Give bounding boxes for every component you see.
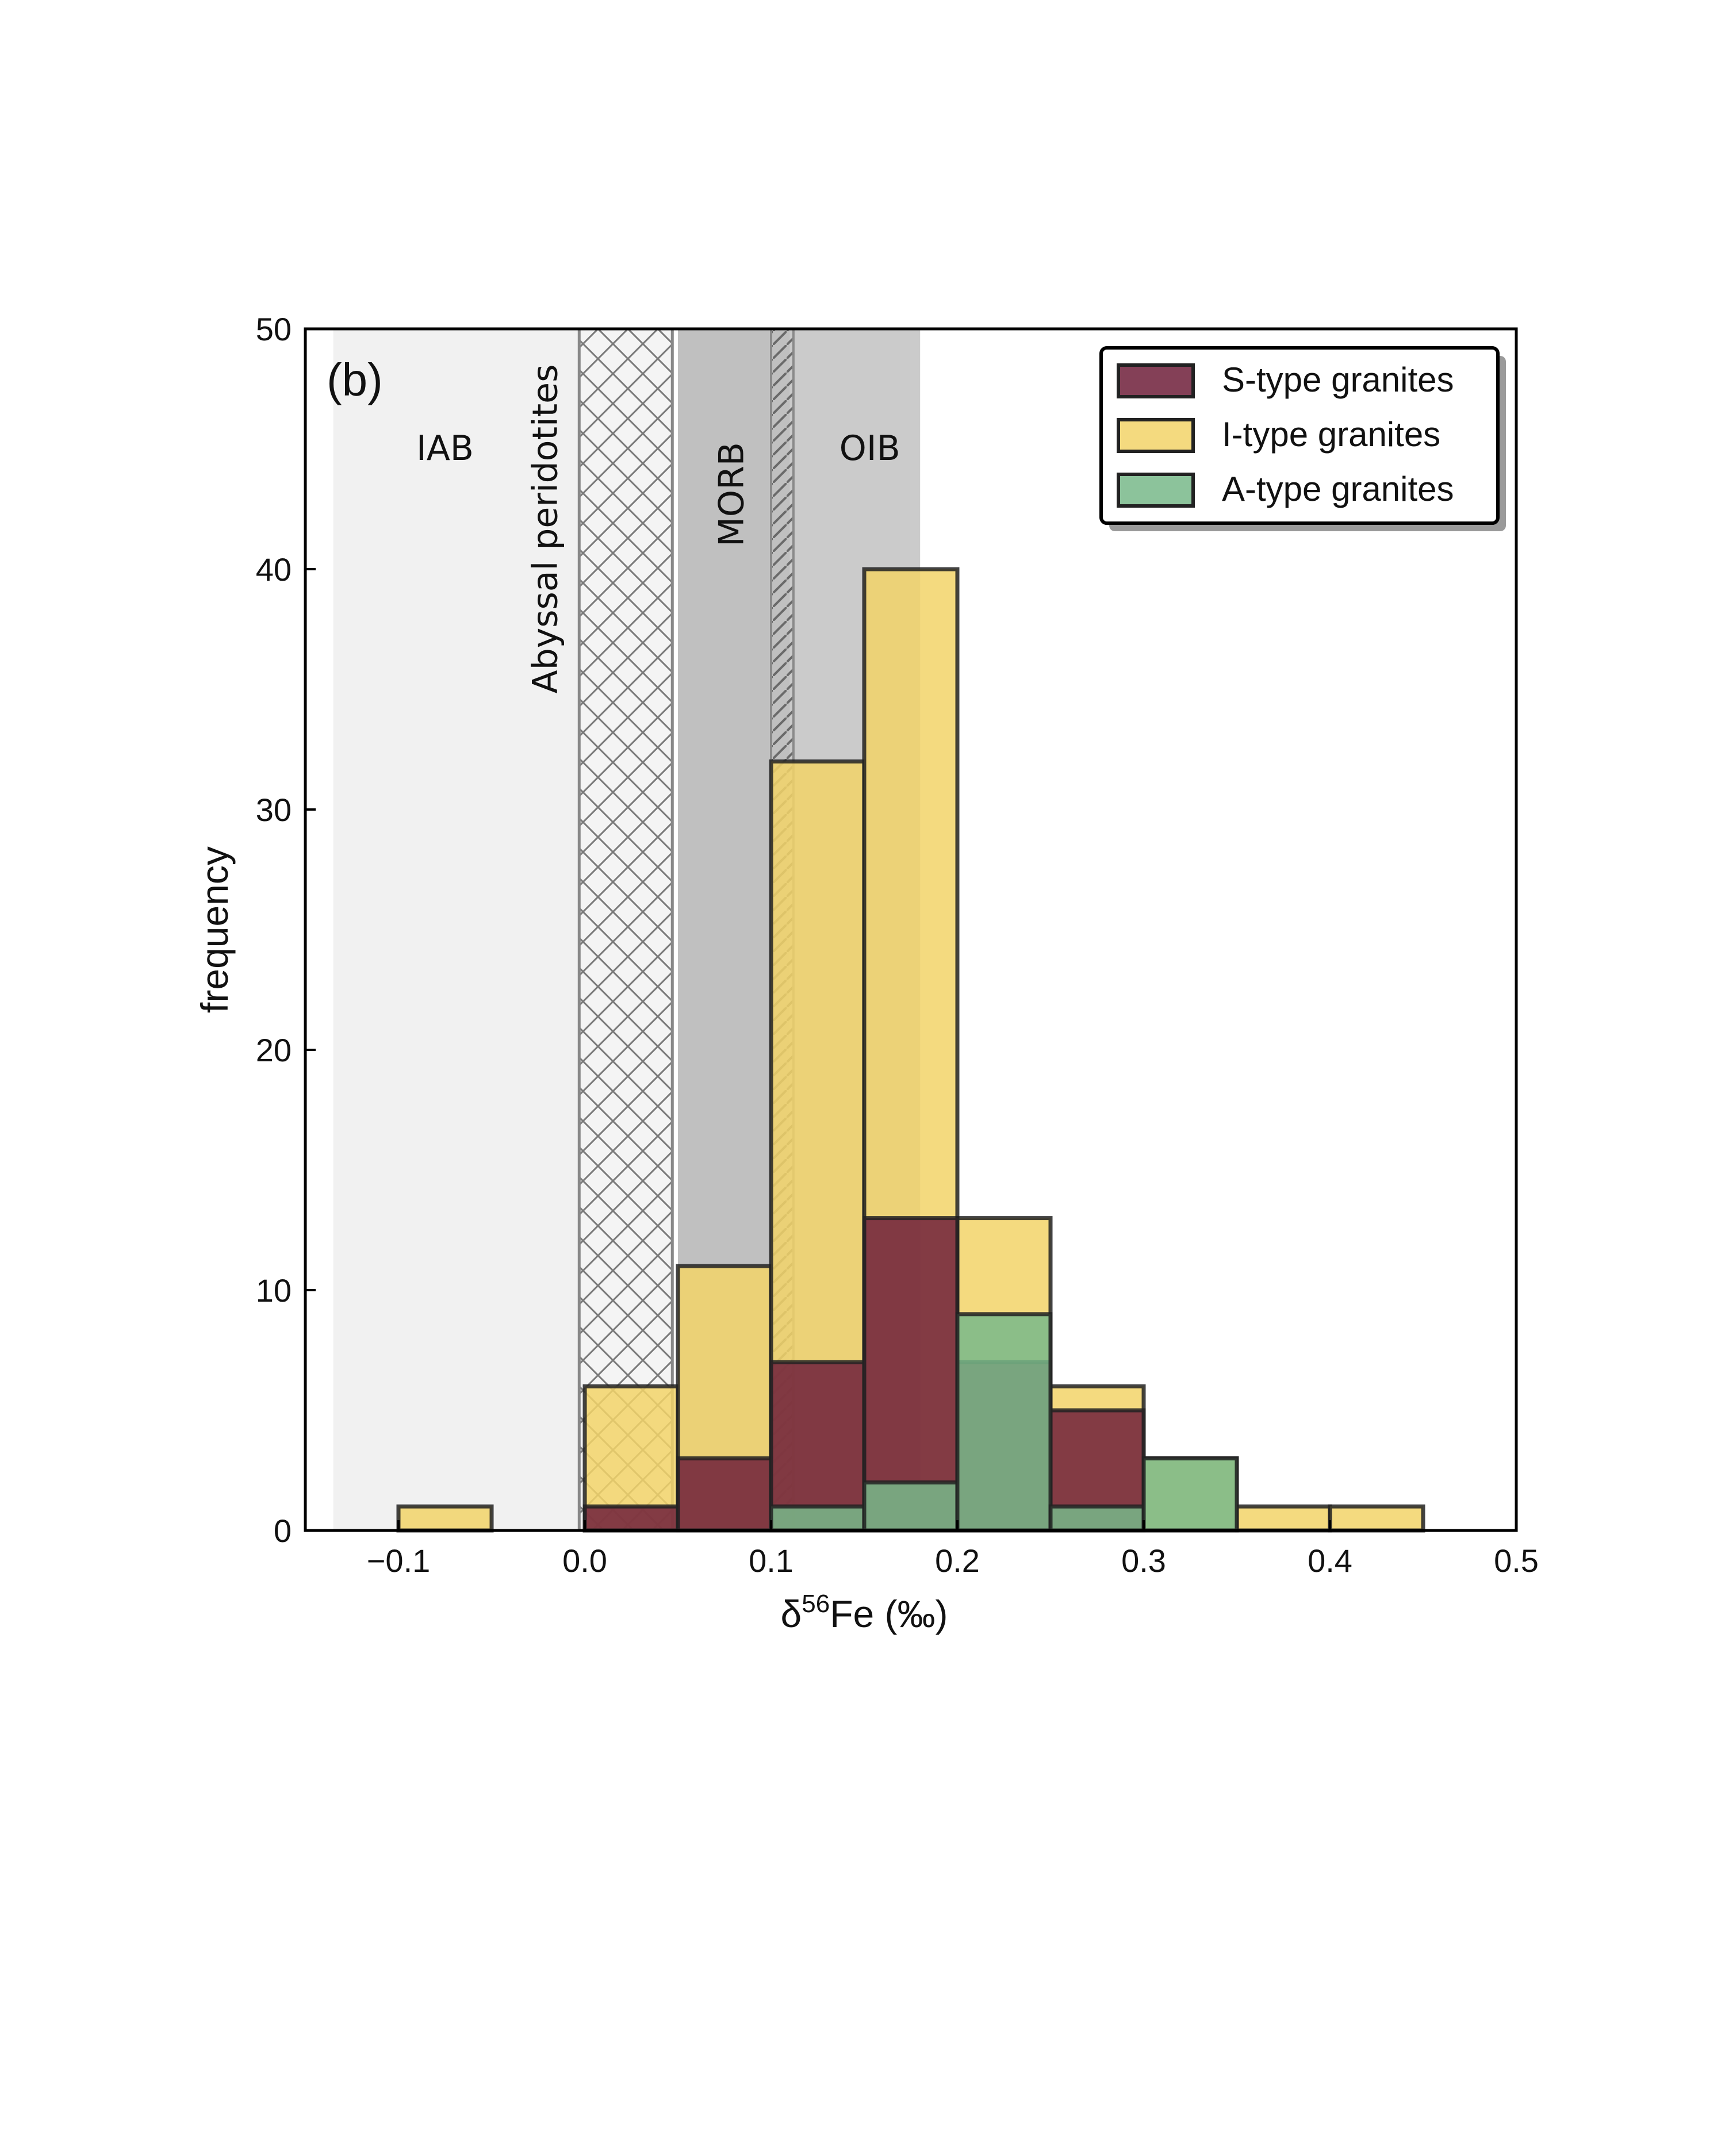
morb-label: MORB [711, 442, 752, 547]
series-a-type-granites [769, 1312, 1239, 1533]
x-tick-label: 0.5 [1494, 1543, 1539, 1579]
bar [396, 1504, 494, 1533]
bar [1048, 1504, 1146, 1533]
oib-label: OIB [839, 428, 900, 469]
y-axis-title: frequency [193, 846, 236, 1013]
legend-box [1099, 346, 1500, 525]
x-tick-label: 0.0 [562, 1543, 607, 1579]
x-tick-label: 0.4 [1308, 1543, 1352, 1579]
iab-label: IAB [416, 428, 474, 469]
bar [582, 1504, 680, 1533]
y-tick-label: 10 [256, 1272, 292, 1309]
histogram-bars [396, 567, 1425, 1533]
abyssal-peridotites-range [577, 329, 674, 1530]
legend-label: A-type granites [1222, 470, 1454, 508]
bar [1328, 1504, 1425, 1533]
legend-label: I-type granites [1222, 415, 1440, 454]
bar [769, 1360, 867, 1533]
x-tick-label: 0.2 [935, 1543, 980, 1579]
bar [676, 1456, 773, 1533]
axis-ticks: −0.1 0.0 0.1 0.2 0.3 0.4 0.5 0 10 20 30 40 50 [256, 311, 1539, 1579]
iab-range [333, 329, 585, 1530]
bar [769, 1504, 867, 1533]
plot-frame [304, 327, 1518, 1532]
legend-swatch [1117, 363, 1195, 398]
panel-label: (b) [327, 354, 383, 405]
x-tick-label: 0.1 [749, 1543, 793, 1579]
bar [955, 1312, 1053, 1533]
bar [862, 1480, 960, 1533]
y-tick-label: 40 [256, 551, 292, 588]
y-tick-label: 50 [256, 311, 292, 347]
bar [1141, 1456, 1239, 1533]
legend-label: S-type granites [1222, 360, 1454, 399]
x-tick-label: 0.3 [1121, 1543, 1166, 1579]
abyssal-peridotites-label: Abyssal peridotites [525, 365, 565, 694]
legend-swatch [1117, 418, 1195, 453]
region-labels: IAB Abyssal peridotites MORB OIB [416, 365, 900, 694]
legend-swatch [1117, 473, 1195, 508]
x-tick-label: −0.1 [367, 1543, 431, 1579]
x-axis-title: δ56Fe (‰) [780, 1590, 948, 1635]
y-tick-label: 30 [256, 792, 292, 828]
y-tick-label: 20 [256, 1032, 292, 1068]
legend: S-type granites I-type granites A-type gra… [1099, 346, 1506, 531]
plot-border [304, 327, 1518, 1532]
bar [1235, 1504, 1332, 1533]
y-tick-label: 0 [274, 1513, 292, 1549]
